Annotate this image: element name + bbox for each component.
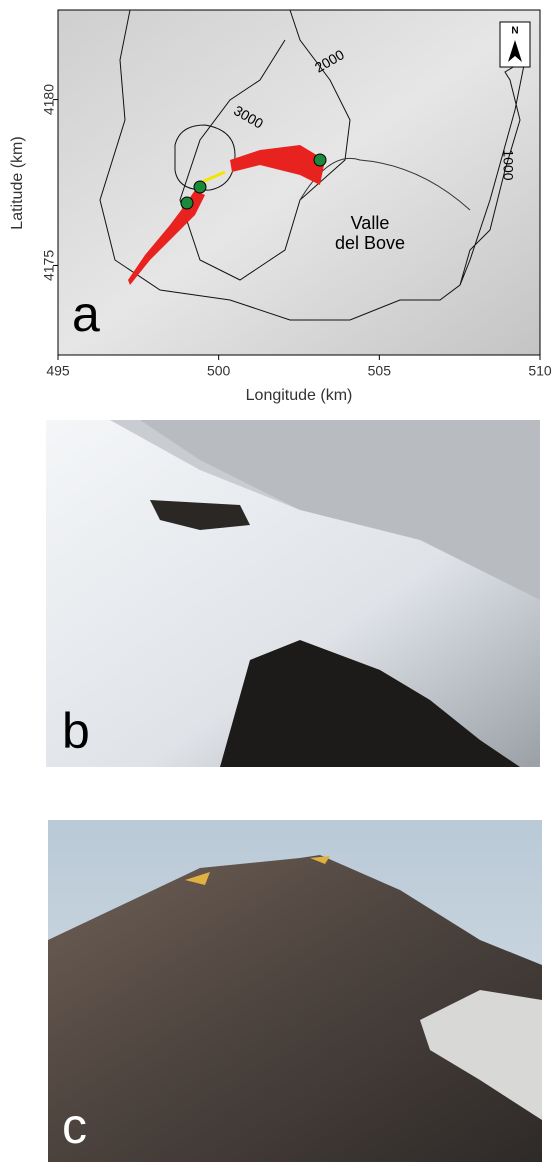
x-tick-label: 510 [528,363,552,379]
photo-c: c [48,820,542,1162]
x-tick-label: 505 [368,363,392,379]
panel-label: b [62,703,90,759]
place-label: Valle [351,213,390,233]
y-axis-label: Latitude (km) [9,136,26,229]
vent [314,154,326,166]
panel-label: c [62,1098,87,1154]
map-panel: N 3000 2000 1000 Valle del Bove a Longit… [9,10,552,404]
photo-b: b [46,420,540,767]
y-tick-label: 4175 [41,250,57,281]
vent [181,197,193,209]
x-axis-label: Longitude (km) [246,387,353,404]
x-tick-label: 495 [46,363,70,379]
panel-label: a [72,286,100,342]
x-tick-label: 500 [207,363,231,379]
north-label: N [511,26,518,37]
map-frame [58,10,540,355]
figure: N 3000 2000 1000 Valle del Bove a Longit… [0,0,556,1162]
contour-label: 1000 [500,149,516,180]
y-tick-label: 4180 [41,84,57,115]
vent [194,181,206,193]
place-label: del Bove [335,233,405,253]
